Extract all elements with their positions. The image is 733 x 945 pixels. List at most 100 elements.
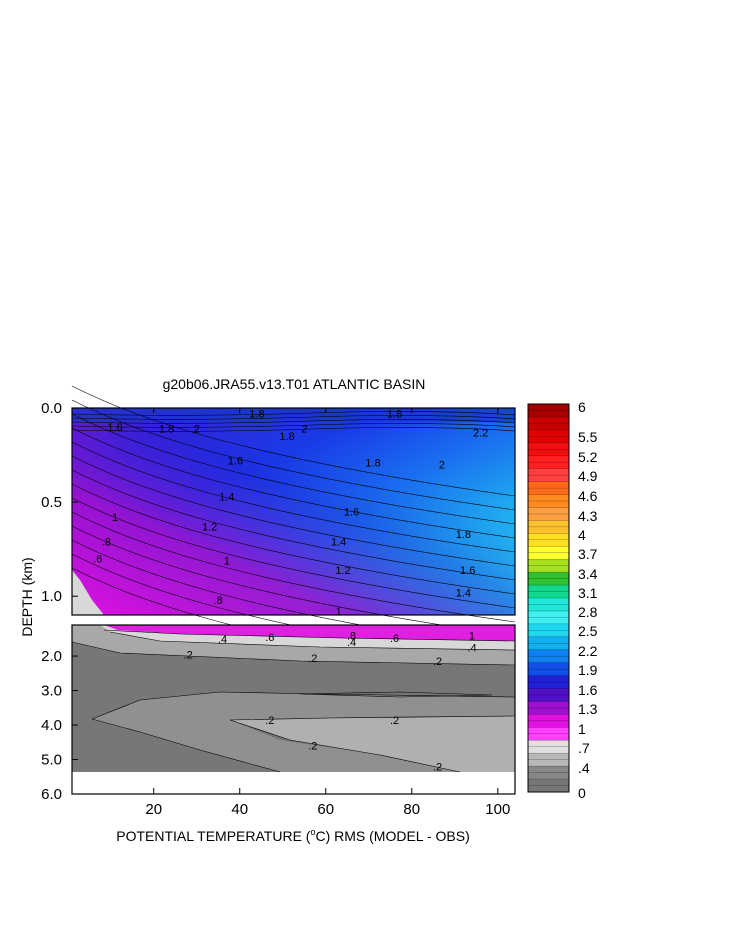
colorbar-label: 3.4	[578, 566, 598, 582]
upper-contour-line	[71, 497, 516, 609]
colorbar-swatch	[528, 520, 569, 534]
contour-label: 1.8	[456, 529, 471, 541]
contour-label: .2	[433, 761, 442, 773]
colorbar-label: 4.9	[578, 468, 598, 484]
colorbar-frame	[527, 403, 570, 793]
deep-light-tongue	[230, 716, 515, 772]
contour-label: 1.8	[365, 458, 380, 470]
contour-label: 2	[194, 424, 200, 436]
colorbar-label: 2.2	[578, 643, 598, 659]
colorbar-label: 5.2	[578, 449, 598, 465]
colorbar-label: 4.3	[578, 508, 598, 524]
colorbar-swatch	[528, 675, 569, 690]
deep-gray-tongue	[92, 692, 515, 772]
contour-label: .4	[467, 642, 476, 654]
lower-contour-line	[229, 715, 516, 721]
surface-contour-line	[71, 423, 516, 428]
upper-panel-frame	[71, 407, 516, 616]
x-tick-label: 80	[403, 801, 420, 818]
y-tick-label: 1.0	[41, 588, 62, 605]
colorbar-swatch	[528, 533, 569, 547]
colorbar-swatch	[528, 468, 569, 483]
y-tick-label: 5.0	[41, 752, 62, 769]
contour-label: .4	[218, 634, 227, 646]
contour-label: .6	[265, 632, 274, 644]
bottom-topography	[72, 772, 515, 794]
contour-label: 2	[301, 424, 307, 436]
upper-contour-line	[71, 469, 516, 581]
colorbar-label: 1.9	[578, 662, 598, 678]
lower-contour-line	[91, 718, 281, 773]
y-tick-label: 2.0	[41, 648, 62, 665]
colorbar-swatch	[528, 546, 569, 560]
x-tick-label: 100	[485, 801, 510, 818]
contour-label: .2	[184, 649, 193, 661]
upper-panel-overlay	[72, 408, 515, 615]
x-axis-label-post: C) RMS (MODEL - OBS)	[315, 828, 469, 844]
contour-label: .2	[390, 715, 399, 727]
magenta-band	[104, 625, 515, 641]
y-tick-label: 4.0	[41, 717, 62, 734]
surface-contour-line	[71, 415, 516, 420]
contour-label: .4	[347, 637, 356, 649]
y-tick-label: 0.5	[41, 494, 62, 511]
contour-label: .2	[265, 715, 274, 727]
contour-label: 1.8	[159, 424, 174, 436]
colorbar-swatch	[528, 610, 569, 625]
surface-contour-line	[71, 419, 516, 424]
contour-label: 1.4	[331, 537, 346, 549]
y-tick-label: 0.0	[41, 400, 62, 417]
contour-label: 1.6	[107, 422, 122, 434]
lower-panel: .4.6.8.4.6 1.4.2.2.2.2.2.2.2	[71, 624, 516, 795]
x-tick-label: 40	[231, 801, 248, 818]
upper-contour-line	[71, 441, 516, 553]
contour-label: .6	[93, 554, 102, 566]
colorbar-swatch	[528, 753, 569, 767]
colorbar-label: 1.6	[578, 682, 598, 698]
contour-label: .8	[214, 595, 223, 607]
light-gray-wedge	[72, 570, 104, 615]
contour-label: 1.6	[460, 565, 475, 577]
colorbar-swatch	[528, 429, 569, 444]
contour-label: 1.8	[387, 409, 402, 421]
contour-label: .2	[308, 741, 317, 753]
colorbar-swatch	[528, 404, 569, 418]
colorbar-swatch	[528, 701, 569, 715]
y-tick-label: 6.0	[41, 786, 62, 803]
upper-contour-line	[71, 385, 516, 497]
colorbar-swatch	[528, 714, 569, 728]
upper-contour-line	[71, 399, 516, 511]
colorbar-swatch	[528, 494, 569, 508]
colorbar-label: 1	[578, 721, 586, 737]
colorbar-swatch	[528, 727, 569, 741]
chart-title: g20b06.JRA55.v13.T01 ATLANTIC BASIN	[163, 376, 426, 392]
colorbar-swatch	[528, 688, 569, 702]
lower-contour-line	[91, 691, 516, 720]
colorbar-swatch	[528, 416, 569, 431]
lower-contour-line	[103, 629, 516, 642]
lower-contour-line	[71, 641, 516, 666]
y-axis-label: DEPTH (km)	[19, 557, 35, 636]
surface-contour-line	[71, 427, 516, 432]
colorbar-label: 5.5	[578, 429, 598, 445]
x-axis-label: POTENTIAL TEMPERATURE (oC) RMS (MODEL - …	[116, 827, 470, 844]
colorbar-label: 1.3	[578, 701, 598, 717]
y-tick-label: 3.0	[41, 683, 62, 700]
contour-label: 1.2	[335, 565, 350, 577]
colorbar-label: 2.8	[578, 604, 598, 620]
contour-label: 2.2	[473, 427, 488, 439]
colorbar-swatch	[528, 779, 569, 793]
contour-label: 1	[224, 555, 230, 567]
upper-contour-labels: 1.8 1.81.6 1.8 21.821.8 22.21.61.41.61.21.8.…	[93, 409, 488, 619]
upper-contour-line	[71, 525, 516, 637]
x-axis: 20 40 60 80 100	[145, 408, 510, 818]
lower-contour-line	[299, 691, 493, 698]
colorbar-swatch	[528, 455, 569, 470]
contour-label: .6	[390, 633, 399, 645]
colorbar-swatch	[528, 623, 569, 638]
colorbar-label: 3.1	[578, 585, 598, 601]
lower-contour-line	[229, 719, 461, 773]
contour-label: .8	[102, 537, 111, 549]
colorbar	[527, 403, 570, 793]
